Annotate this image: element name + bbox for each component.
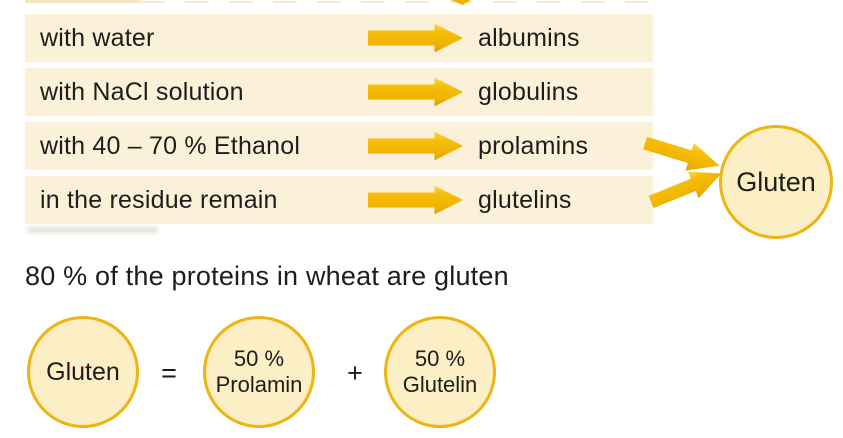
extraction-method-label: with NaCl solution [40,77,244,106]
extraction-method-label: with water [40,23,155,52]
gluten-node-label: Gluten [736,166,816,197]
right-arrow-icon [368,23,463,53]
equals-sign: = [161,358,177,388]
row-shadow [28,227,158,233]
cropped-row-remnant-dashes [141,1,653,3]
protein-label: albumins [478,23,580,52]
right-arrow-icon [368,131,463,161]
extraction-row-ethanol: with 40 – 70 % Ethanol prolamins [25,122,653,170]
gluten-node: Gluten [719,125,833,239]
glutelin-name-label: Glutelin [402,372,478,397]
extraction-method-label: in the residue remain [40,185,278,214]
extraction-row-water: with water albumins [25,14,653,62]
protein-label: globulins [478,77,579,106]
equation-gluten-circle: Gluten [27,316,139,428]
glutelins-to-gluten-arrow-icon [645,160,727,216]
statement-text: 80 % of the proteins in wheat are gluten [25,261,509,291]
plus-sign: + [347,358,363,388]
cropped-row-remnant [25,0,141,3]
glutelin-percent-label: 50 % [414,345,466,371]
equation-gluten-label: Gluten [46,357,120,386]
right-arrow-icon [368,185,463,215]
equation-glutelin-circle: 50 % Glutelin [384,316,496,428]
prolamin-name-label: Prolamin [215,372,303,397]
right-arrow-icon [368,77,463,107]
extraction-method-label: with 40 – 70 % Ethanol [40,131,301,160]
prolamins-to-gluten-arrow-icon [641,129,724,180]
extraction-row-nacl: with NaCl solution globulins [25,68,653,116]
equation-prolamin-circle: 50 % Prolamin [203,316,315,428]
protein-label: prolamins [478,131,589,160]
protein-label: glutelins [478,185,572,214]
cropped-arrow-fragment-icon [451,0,471,5]
extraction-row-residue: in the residue remain glutelins [25,176,653,224]
prolamin-percent-label: 50 % [233,345,285,371]
